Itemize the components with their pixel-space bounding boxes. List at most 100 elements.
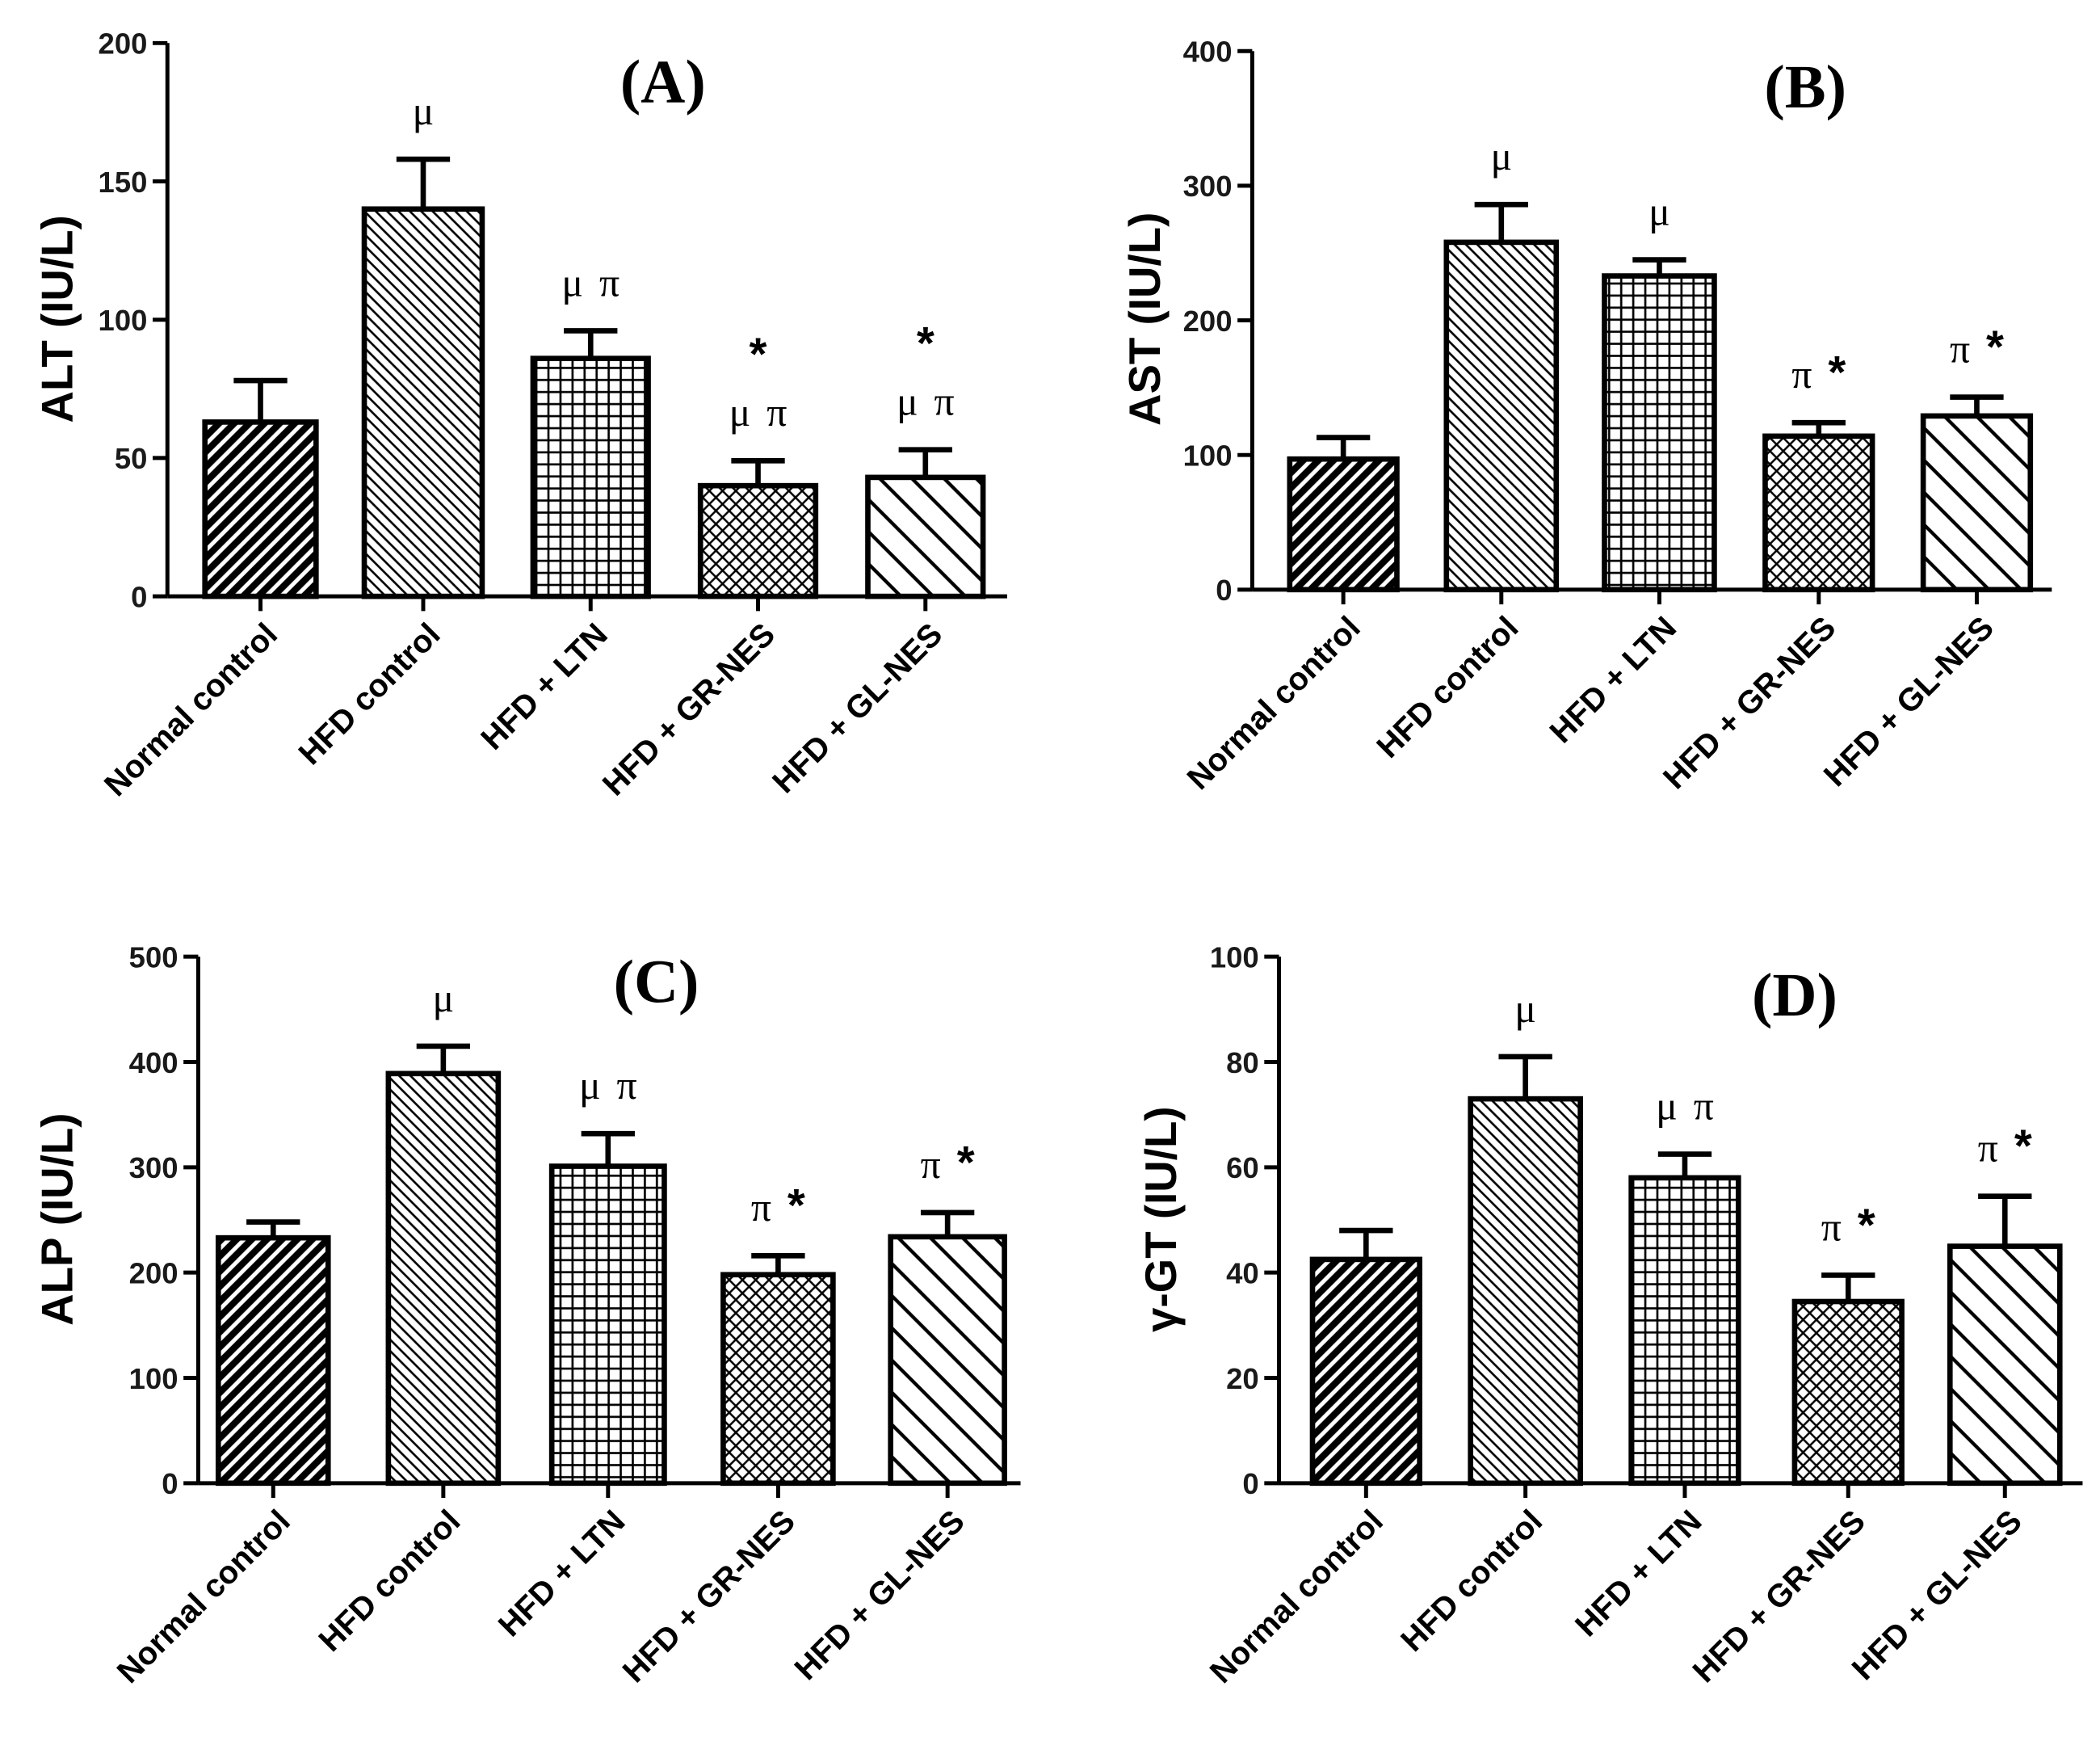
bar-hfd-gl-nes	[1920, 413, 2034, 593]
significance-mark: *	[750, 329, 767, 380]
significance-mark: π *	[1978, 1121, 2032, 1171]
x-tick-label: HFD control	[312, 1504, 467, 1659]
y-tick-label: 100	[1210, 940, 1259, 974]
y-tick-label: 200	[129, 1256, 178, 1289]
significance-symbol: μ	[897, 380, 918, 424]
bar-hfd-control	[1443, 239, 1560, 593]
significance-symbol: π	[766, 390, 787, 435]
significance-symbol: μ	[1656, 1083, 1678, 1128]
significance-star: *	[957, 1137, 975, 1188]
y-tick-label: 60	[1226, 1151, 1259, 1184]
panel-title: (A)	[620, 48, 706, 116]
x-tick-label: HFD control	[1370, 610, 1525, 765]
panel-title: (B)	[1764, 53, 1846, 121]
x-tick-label: HFD + GR-NES	[596, 616, 782, 802]
significance-mark: μ	[1514, 986, 1536, 1031]
significance-mark: π *	[1791, 347, 1846, 397]
significance-symbol: π	[1694, 1083, 1714, 1128]
y-tick-label: 200	[1183, 305, 1233, 338]
y-tick-label: 100	[129, 1362, 178, 1395]
x-tick-label: HFD + LTN	[492, 1504, 632, 1644]
significance-symbol: π	[921, 1142, 941, 1187]
significance-symbol: π	[1950, 326, 1970, 371]
bar-normal-control	[1287, 456, 1400, 593]
y-tick-label: 0	[162, 1467, 178, 1500]
bar-hfd-gr-nes	[1762, 433, 1875, 593]
panel-b: (B) AST (IU/L) 0 100 200 300 400 Normal control…	[1119, 36, 2052, 797]
significance-symbol: μ	[1648, 189, 1670, 233]
y-tick-label: 150	[99, 166, 148, 199]
significance-symbol: π	[934, 380, 955, 424]
bar-hfd-gl-nes	[865, 474, 986, 599]
x-tick-label: HFD + GR-NES	[1657, 610, 1842, 796]
x-tick-label: HFD + GL-NES	[1846, 1504, 2029, 1687]
x-tick-label: HFD control	[292, 616, 447, 772]
significance-symbol: π	[617, 1063, 637, 1108]
y-tick-label: 0	[1242, 1467, 1258, 1500]
bar-hfd-gl-nes	[888, 1234, 1007, 1487]
significance-symbol: π	[1821, 1205, 1842, 1249]
significance-mark: μ	[1490, 134, 1512, 179]
bar-normal-control	[215, 1234, 331, 1487]
y-tick-label: 0	[1216, 574, 1232, 607]
panel-title: (C)	[614, 948, 699, 1016]
significance-symbol: μ	[579, 1063, 601, 1108]
significance-symbol: μ	[561, 260, 583, 305]
significance-star: *	[788, 1180, 805, 1230]
significance-symbol: μ	[1514, 986, 1536, 1031]
bar-hfd-gl-nes	[1947, 1243, 2063, 1487]
significance-symbol: π	[751, 1185, 771, 1230]
y-tick-label: 300	[1183, 170, 1233, 203]
x-tick-label: HFD + GR-NES	[616, 1504, 802, 1689]
y-tick-label: 200	[99, 27, 148, 61]
significance-star: *	[1986, 321, 2004, 372]
bar-hfd-control	[385, 1070, 502, 1487]
bar-hfd-control	[361, 206, 485, 599]
significance-mark: π *	[751, 1180, 805, 1230]
significance-symbol: π	[1791, 352, 1812, 397]
x-tick-label: HFD + LTN	[1569, 1504, 1709, 1644]
bar-hfd-control	[1468, 1096, 1583, 1487]
y-tick-label: 20	[1226, 1362, 1259, 1395]
y-tick-label: 50	[115, 442, 148, 475]
significance-symbol: π	[599, 260, 620, 305]
y-tick-label: 40	[1226, 1256, 1259, 1289]
bar-hfd-gr-nes	[720, 1272, 836, 1487]
panel-title: (D)	[1752, 961, 1838, 1029]
bar-hfd-ltn	[548, 1163, 667, 1487]
y-tick-label: 500	[129, 940, 178, 974]
x-tick-label: Normal control	[1181, 610, 1367, 797]
y-axis-label: AST (IU/L)	[1119, 212, 1170, 426]
bar-hfd-ltn	[1602, 273, 1717, 593]
significance-symbol: μ	[433, 976, 455, 1020]
significance-symbol: π	[1978, 1126, 1998, 1171]
y-axis-label: γ-GT (IU/L)	[1136, 1106, 1186, 1332]
x-tick-label: HFD + GL-NES	[788, 1504, 971, 1687]
bar-hfd-gr-nes	[697, 482, 819, 599]
significance-star: *	[1828, 347, 1846, 397]
y-tick-label: 0	[131, 580, 147, 613]
y-tick-label: 100	[1183, 439, 1233, 472]
significance-mark: μ	[413, 89, 435, 133]
significance-mark: μ	[433, 976, 455, 1020]
significance-mark: μ	[1648, 189, 1670, 233]
y-tick-label: 400	[1183, 36, 1233, 69]
bar-normal-control	[1309, 1256, 1422, 1487]
significance-symbol: μ	[413, 89, 435, 133]
y-tick-label: 300	[129, 1151, 178, 1184]
x-tick-label: HFD control	[1394, 1504, 1549, 1659]
panel-c: (C) ALP (IU/L) 0 100 200 300 400 500 Normal cont…	[32, 940, 1021, 1690]
significance-star: *	[2014, 1121, 2032, 1171]
significance-mark: π *	[921, 1137, 975, 1188]
x-tick-label: HFD + GL-NES	[766, 616, 949, 800]
y-tick-label: 400	[129, 1046, 178, 1079]
significance-symbol: μ	[729, 390, 751, 435]
significance-star: *	[1858, 1199, 1875, 1250]
significance-star: *	[750, 329, 767, 380]
